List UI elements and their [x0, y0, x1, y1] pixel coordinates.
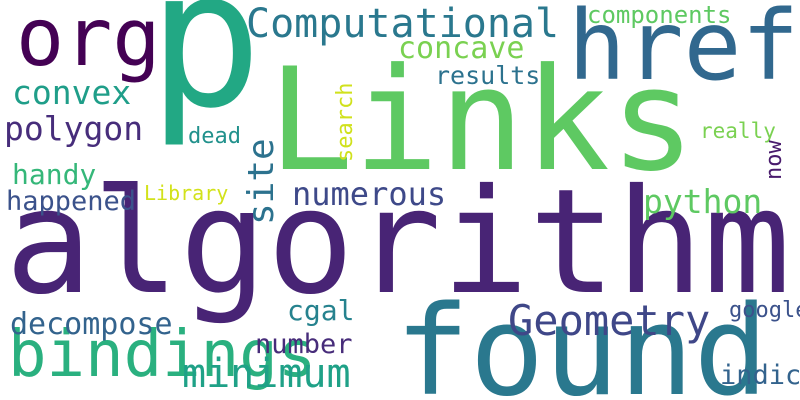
word-cgal: bindings — [8, 318, 317, 392]
word-decompose: numerous — [292, 175, 447, 213]
word-happened: now — [762, 140, 787, 180]
word-number: decompose — [10, 307, 173, 342]
word-polygon: polygon — [4, 109, 144, 148]
word-bindings: Library — [144, 181, 229, 205]
word-python: happened — [6, 186, 137, 217]
word-components: components — [587, 1, 732, 29]
word-now: google — [729, 298, 800, 323]
word-minimum: python — [643, 182, 763, 221]
word-concave: concave — [398, 31, 525, 66]
word-dead: dead — [188, 124, 241, 149]
word-search: Geometry — [508, 296, 711, 345]
word-really: search — [333, 82, 358, 162]
word-org: org — [16, 0, 161, 84]
word-algorithm: algorithm — [5, 158, 791, 327]
word-found: found — [395, 280, 769, 400]
word-convex: convex — [12, 73, 132, 112]
word-numerous: handy — [12, 158, 97, 191]
word-links: Links — [268, 38, 696, 203]
word-computational: Computational — [246, 1, 560, 47]
word-href: href — [568, 0, 800, 102]
word-indicate: number — [255, 329, 353, 360]
word-geometry: minimum — [182, 351, 351, 397]
word-results: results — [435, 61, 541, 90]
word-site: indicate — [720, 360, 800, 391]
word-handy: really — [700, 119, 776, 143]
word-library: site — [241, 138, 282, 225]
word-p: p — [148, 0, 263, 150]
word-google: cgal — [287, 294, 355, 327]
